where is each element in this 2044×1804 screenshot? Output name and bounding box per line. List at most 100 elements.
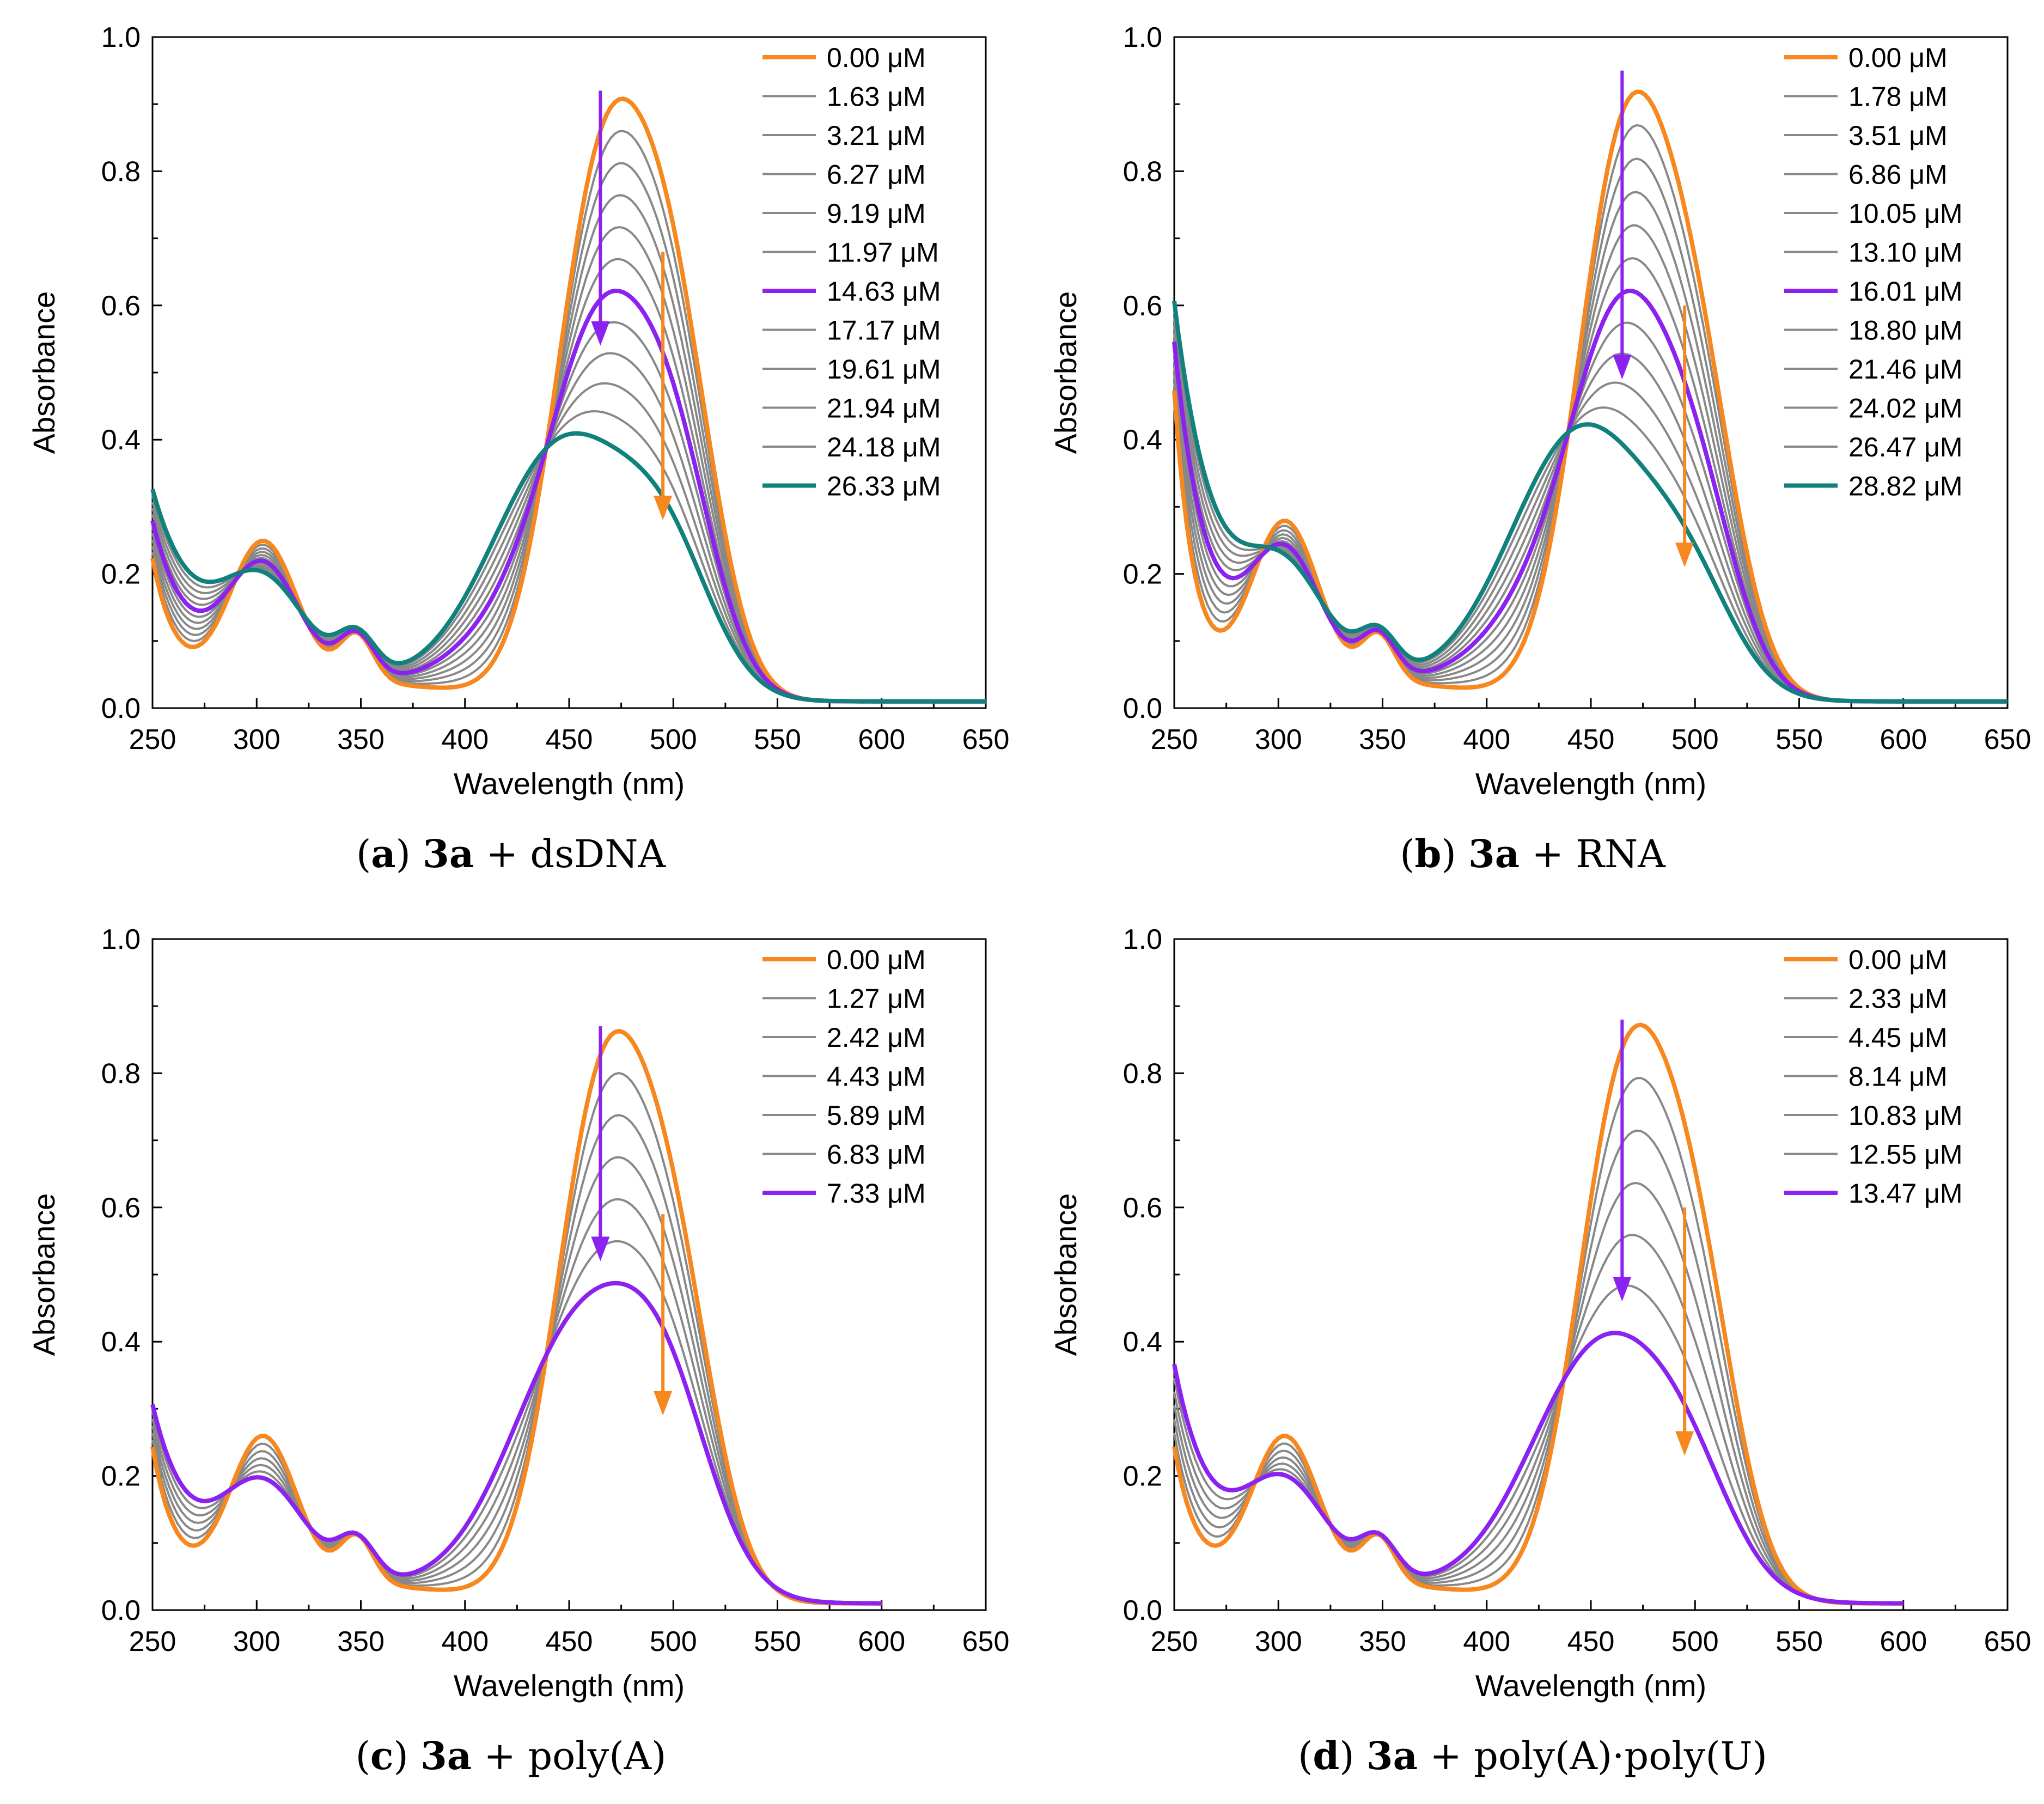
chart-panel-a: 250 300 350 400 450 500 550 600 650 0.0 0.2 0.4 0.6 0… <box>0 0 1022 902</box>
legend-label-3: 4.43 μM <box>827 1062 926 1092</box>
x-tick-label: 450 <box>546 724 593 755</box>
legend-label-2: 3.21 μM <box>827 120 926 151</box>
y-tick-label: 0.4 <box>1123 424 1162 456</box>
x-axis-label: Wavelength (nm) <box>454 766 685 801</box>
x-tick-label: 250 <box>129 1626 176 1657</box>
caption-d: (d) 3a + poly(A)·poly(U) <box>1298 1733 1767 1778</box>
legend-label-6: 7.33 μM <box>827 1178 926 1209</box>
x-tick-label: 600 <box>858 724 905 755</box>
y-tick-label: 0.4 <box>101 1326 141 1358</box>
legend-label-0: 0.00 μM <box>827 42 926 73</box>
legend-label-11: 26.33 μM <box>827 471 941 502</box>
chart-b: 250 300 350 400 450 500 550 600 650 0.0 0.2 0.4 0.6 0… <box>1048 22 2031 801</box>
legend-label-5: 12.55 μM <box>1848 1139 1962 1170</box>
y-axis-label: Absorbance <box>27 1193 61 1356</box>
x-tick-label: 300 <box>1255 724 1302 755</box>
y-tick-label: 0.8 <box>1123 156 1162 187</box>
chart-panel-d: 250 300 350 400 450 500 550 600 650 0.0 0.2 0.4 0.6 0… <box>1022 902 2043 1804</box>
legend-label-4: 5.89 μM <box>827 1100 926 1131</box>
y-tick-label: 1.0 <box>1123 924 1162 955</box>
legend-label-4: 10.05 μM <box>1848 198 1962 229</box>
x-tick-label: 600 <box>858 1626 905 1657</box>
series-line-3 <box>1173 1181 1903 1605</box>
legend-label-4: 9.19 μM <box>827 198 926 229</box>
y-tick-label: 0.0 <box>1123 693 1162 724</box>
caption-b: (b) 3a + RNA <box>1400 831 1665 876</box>
y-tick-label: 0.6 <box>101 290 141 322</box>
x-tick-label: 350 <box>1359 1626 1406 1657</box>
series-line-6 <box>1172 1331 1903 1606</box>
series-line-1 <box>1173 1077 1903 1605</box>
legend-label-7: 18.80 μM <box>1848 315 1962 346</box>
chart-a: 250 300 350 400 450 500 550 600 650 0.0 0.2 0.4 0.6 0… <box>27 22 1010 801</box>
trend-arrow-head-1 <box>1675 1431 1694 1456</box>
x-tick-label: 600 <box>1880 724 1927 755</box>
series-line-6 <box>150 1281 882 1606</box>
legend-label-1: 2.33 μM <box>1848 984 1948 1014</box>
legend-label-0: 0.00 μM <box>1848 42 1948 73</box>
legend-label-6: 14.63 μM <box>827 276 941 307</box>
legend-label-5: 11.97 μM <box>827 237 939 268</box>
chart-panel-b: 250 300 350 400 450 500 550 600 650 0.0 0.2 0.4 0.6 0… <box>1022 0 2043 902</box>
chart-c: 250 300 350 400 450 500 550 600 650 0.0 0.2 0.4 0.6 0… <box>27 924 1009 1703</box>
legend-label-0: 0.00 μM <box>827 944 926 975</box>
legend-label-2: 4.45 μM <box>1848 1022 1948 1053</box>
y-tick-label: 0.6 <box>1123 290 1162 322</box>
y-tick-label: 1.0 <box>101 22 141 53</box>
y-axis-label: Absorbance <box>1048 291 1083 454</box>
chart-panel-c: 250 300 350 400 450 500 550 600 650 0.0 0.2 0.4 0.6 0… <box>0 902 1022 1804</box>
legend-label-5: 13.10 μM <box>1848 237 1962 268</box>
x-tick-label: 450 <box>1567 1626 1615 1657</box>
y-tick-label: 0.2 <box>101 559 141 590</box>
legend-label-10: 26.47 μM <box>1848 432 1962 462</box>
y-tick-label: 0.8 <box>101 1058 141 1089</box>
caption-c: (c) 3a + poly(A) <box>355 1733 667 1778</box>
x-tick-label: 650 <box>962 724 1010 755</box>
x-tick-label: 350 <box>1359 724 1406 755</box>
legend-label-6: 16.01 μM <box>1848 276 1962 307</box>
x-tick-label: 250 <box>1151 724 1198 755</box>
x-tick-label: 400 <box>1463 724 1510 755</box>
x-tick-label: 250 <box>1151 1626 1198 1657</box>
y-tick-label: 0.0 <box>101 1595 141 1626</box>
trend-arrow-head-1 <box>654 496 673 521</box>
x-tick-label: 650 <box>1984 1626 2031 1657</box>
chart-d: 250 300 350 400 450 500 550 600 650 0.0 0.2 0.4 0.6 0… <box>1048 924 2031 1703</box>
y-tick-label: 0.8 <box>1123 1058 1162 1089</box>
y-axis-label: Absorbance <box>1048 1193 1083 1356</box>
x-tick-label: 500 <box>1671 1626 1719 1657</box>
y-tick-label: 0.2 <box>1123 1461 1162 1492</box>
y-tick-label: 0.2 <box>1123 559 1162 590</box>
y-tick-label: 0.0 <box>1123 1595 1162 1626</box>
x-tick-label: 250 <box>129 724 176 755</box>
x-tick-label: 350 <box>337 724 385 755</box>
trend-arrow-head-0 <box>591 1236 610 1261</box>
y-tick-label: 1.0 <box>101 924 141 955</box>
legend-label-1: 1.78 μM <box>1848 82 1948 112</box>
series-line-1 <box>151 1072 882 1605</box>
legend-label-3: 6.27 μM <box>827 160 926 190</box>
x-tick-label: 400 <box>441 724 489 755</box>
x-tick-label: 500 <box>1671 724 1719 755</box>
legend-label-8: 19.61 μM <box>827 354 941 385</box>
x-tick-label: 300 <box>233 1626 280 1657</box>
series-line-0 <box>150 1028 882 1606</box>
x-axis-label: Wavelength (nm) <box>1475 1668 1706 1703</box>
x-tick-label: 300 <box>233 724 280 755</box>
x-tick-label: 350 <box>337 1626 385 1657</box>
legend-label-5: 6.83 μM <box>827 1139 926 1170</box>
x-tick-label: 550 <box>1775 1626 1823 1657</box>
y-tick-label: 0.4 <box>101 424 141 456</box>
x-tick-label: 650 <box>1984 724 2031 755</box>
series-line-4 <box>151 1198 882 1605</box>
trend-arrow-head-0 <box>1613 355 1632 380</box>
legend-label-10: 24.18 μM <box>827 432 941 462</box>
series-line-11 <box>150 431 986 704</box>
series-line-4 <box>1173 1234 1903 1605</box>
legend-label-6: 13.47 μM <box>1848 1178 1962 1209</box>
series-line-11 <box>1172 301 2008 704</box>
series-line-2 <box>151 1114 882 1605</box>
y-tick-label: 0.8 <box>101 156 141 187</box>
x-tick-label: 400 <box>441 1626 489 1657</box>
x-tick-label: 450 <box>1567 724 1615 755</box>
